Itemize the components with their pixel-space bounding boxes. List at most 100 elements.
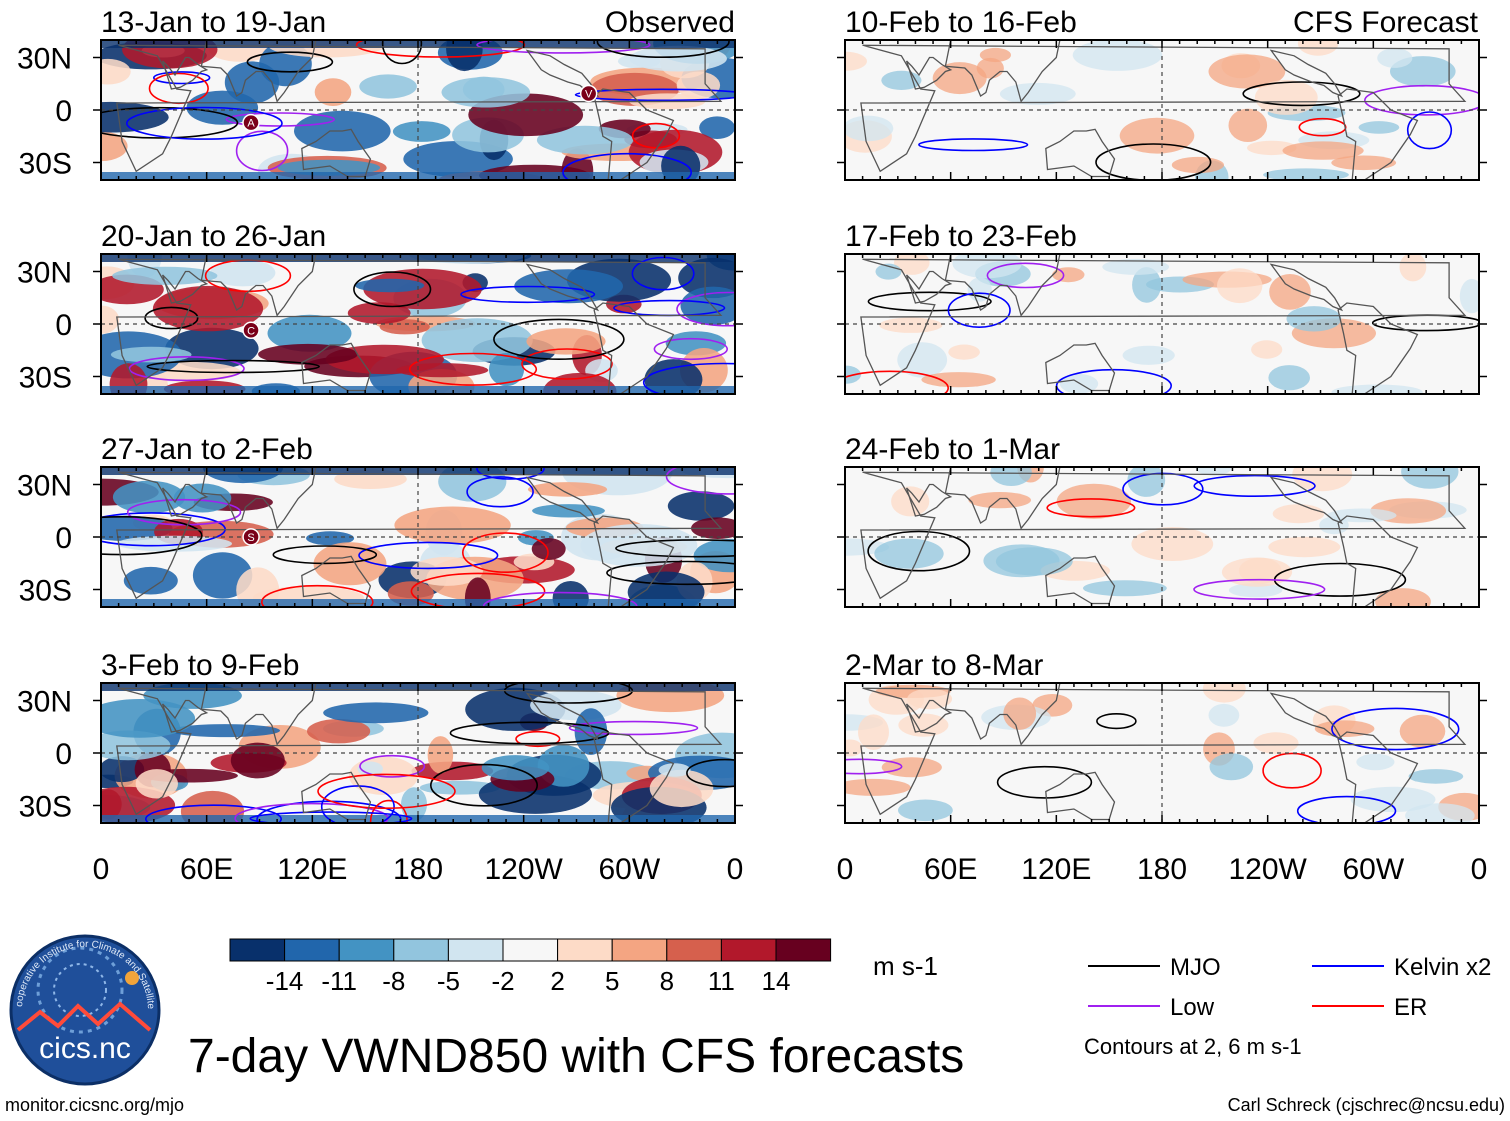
wave-contour [665, 467, 735, 495]
anomaly-blob [845, 51, 867, 71]
anomaly-blob [1331, 155, 1397, 171]
coastline [1269, 263, 1344, 312]
wave-contour [461, 532, 549, 574]
wave-contour [1046, 498, 1136, 518]
wave-contour [606, 560, 735, 586]
anomaly-blob [123, 566, 178, 595]
anomaly-blob [1119, 117, 1195, 154]
anomaly-blob [845, 739, 863, 757]
storm-marker-label: C [247, 325, 255, 337]
colorbar-swatch [557, 938, 613, 962]
panel-period: 10-Feb to 16-Feb [845, 6, 1077, 39]
anomaly-blob [1286, 306, 1342, 332]
coastline [116, 471, 723, 600]
anomaly-blob [514, 269, 623, 304]
wave-contour [1406, 111, 1453, 150]
x-tick-label: 180 [1137, 853, 1187, 886]
wave-contour [1193, 578, 1326, 600]
colorbar-tick-label: -11 [321, 966, 357, 996]
coastline [860, 258, 1467, 387]
anomaly-blob [1356, 753, 1395, 771]
anomaly-blob [879, 317, 943, 333]
forecast-label: CFS Forecast [1293, 6, 1479, 39]
map-panel: 2-Mar to 8-Mar [837, 649, 1487, 824]
anomaly-blob [699, 116, 735, 139]
colorbar-swatch [229, 938, 286, 962]
observed-label: Observed [605, 6, 735, 39]
wave-contour [845, 758, 903, 775]
coastline [860, 44, 1467, 173]
colorbar-swatch [447, 938, 504, 962]
wave-contour [466, 476, 534, 508]
anomaly-blob [574, 708, 608, 755]
map-panel: 30N 0 30S 13-Jan to 19-Jan A V [17, 6, 743, 181]
anomaly-blob [644, 359, 703, 394]
anomaly-blob [116, 535, 232, 552]
legend-label: MJO [1170, 954, 1221, 981]
legend-label: ER [1394, 994, 1427, 1021]
coastline [525, 476, 600, 525]
panel-period: 27-Jan to 2-Feb [101, 433, 313, 466]
wave-contour [631, 256, 695, 291]
anomaly-blob [1083, 580, 1167, 597]
colorbar-tick-label: 11 [708, 966, 735, 996]
anomaly-blob [1102, 258, 1170, 275]
coastline [905, 56, 953, 90]
wave-contour [996, 765, 1093, 799]
coastline [944, 683, 1061, 746]
anomaly-blob [1131, 527, 1214, 561]
anomaly-blob [1072, 40, 1163, 71]
wave-contour [845, 370, 949, 394]
anomaly-blob [230, 742, 285, 779]
coastline [200, 254, 317, 317]
coastline [860, 687, 1467, 816]
anomaly-blob [1268, 536, 1341, 558]
wave-contour [918, 138, 1029, 152]
anomaly-blob [1238, 557, 1282, 584]
wave-contours [867, 472, 1407, 600]
x-tick-label: 60E [180, 853, 233, 886]
anomaly-blob [1327, 508, 1397, 523]
anomaly-field [845, 40, 1456, 180]
anomaly-blob [1377, 48, 1413, 68]
colorbar-tick-label: 8 [660, 966, 674, 996]
anomaly-blob [881, 757, 942, 778]
wave-contour [476, 40, 651, 54]
wave-contour [145, 804, 282, 823]
wave-contour [986, 262, 1065, 289]
logo-mountains [16, 1001, 152, 1032]
wave-contour [867, 291, 992, 312]
coastlines [860, 40, 1467, 180]
wave-contour [128, 356, 245, 382]
x-tick-label: 180 [393, 853, 443, 886]
colorbar-swatch [611, 938, 668, 962]
coastlines [116, 683, 723, 823]
wave-contour [359, 754, 426, 778]
contour-note: Contours at 2, 6 m s-1 [1084, 1034, 1302, 1059]
anomaly-blob [210, 259, 276, 287]
y-tick-label: 0 [55, 522, 72, 555]
wave-contour [1095, 143, 1212, 180]
panel-period: 17-Feb to 23-Feb [845, 220, 1077, 253]
coastlines [860, 683, 1467, 823]
anomaly-blob [1202, 683, 1246, 703]
anomaly-blob [1459, 278, 1479, 314]
wave-contour [460, 285, 596, 304]
coastlines [116, 40, 723, 180]
anomaly-blob [112, 266, 218, 285]
y-tick-label: 30N [17, 470, 72, 503]
anomaly-blob [536, 125, 634, 155]
anomaly-blob [1208, 54, 1286, 89]
anomaly-blob [526, 328, 606, 355]
anomaly-blob [1399, 714, 1446, 748]
storm-marker-label: A [247, 118, 255, 130]
coastline [1337, 731, 1419, 823]
anomaly-blob [357, 761, 384, 777]
colorbar-tick-label: 2 [550, 966, 564, 996]
coastline [161, 699, 209, 733]
anomaly-blob [170, 724, 280, 738]
y-tick-label: 0 [55, 738, 72, 771]
colorbar-tick-label: 14 [762, 966, 791, 996]
anomaly-blob [165, 327, 259, 370]
anomaly-blob [236, 567, 280, 607]
